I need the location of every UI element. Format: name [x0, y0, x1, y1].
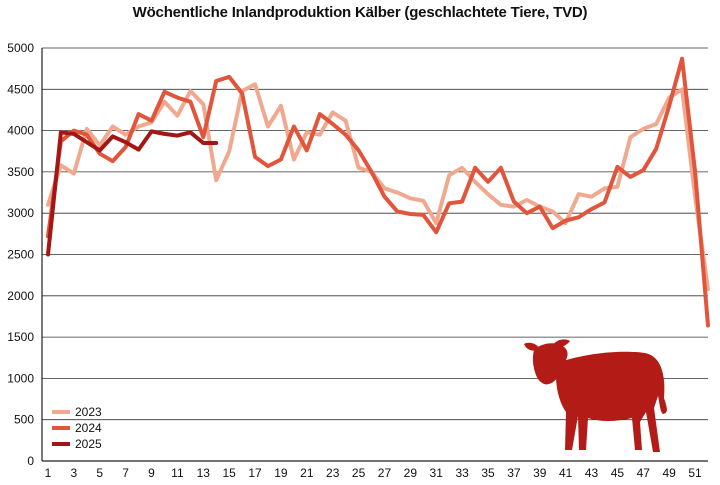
x-tick-label: 37 — [507, 466, 521, 480]
y-tick-label: 1500 — [7, 330, 34, 344]
x-tick-label: 5 — [96, 466, 103, 480]
legend-label-2024: 2024 — [75, 421, 102, 435]
x-tick-label: 45 — [611, 466, 625, 480]
x-tick-label: 29 — [404, 466, 418, 480]
x-tick-label: 27 — [378, 466, 392, 480]
y-tick-label: 2000 — [7, 289, 34, 303]
calf-silhouette-icon — [524, 339, 667, 452]
y-tick-label: 4500 — [7, 82, 34, 96]
y-tick-label: 3000 — [7, 206, 34, 220]
legend-label-2023: 2023 — [75, 405, 102, 419]
x-tick-label: 9 — [148, 466, 155, 480]
x-tick-label: 25 — [352, 466, 366, 480]
x-tick-label: 31 — [430, 466, 444, 480]
x-tick-label: 49 — [662, 466, 676, 480]
x-tick-label: 35 — [481, 466, 495, 480]
y-tick-label: 500 — [14, 413, 34, 427]
x-tick-label: 7 — [122, 466, 129, 480]
x-tick-label: 23 — [326, 466, 340, 480]
y-tick-label: 3500 — [7, 165, 34, 179]
x-tick-label: 3 — [71, 466, 78, 480]
legend-label-2025: 2025 — [75, 437, 102, 451]
x-tick-label: 51 — [688, 466, 702, 480]
series-lines — [46, 56, 710, 328]
x-tick-label: 43 — [585, 466, 599, 480]
y-tick-label: 5000 — [7, 41, 34, 55]
chart-title: Wöchentliche Inlandproduktion Kälber (ge… — [132, 4, 588, 21]
x-tick-label: 41 — [559, 466, 573, 480]
x-tick-label: 1 — [45, 466, 52, 480]
y-tick-label: 0 — [27, 454, 34, 468]
series-line-2024 — [46, 56, 710, 328]
x-tick-label: 33 — [455, 466, 469, 480]
y-tick-label: 4000 — [7, 124, 34, 138]
x-tick-label: 11 — [171, 466, 184, 480]
x-tick-label: 17 — [248, 466, 262, 480]
x-tick-label: 47 — [637, 466, 651, 480]
x-tick-label: 19 — [274, 466, 288, 480]
x-tick-label: 39 — [533, 466, 547, 480]
y-tick-label: 2500 — [7, 248, 34, 262]
x-tick-label: 13 — [197, 466, 211, 480]
x-tick-label: 15 — [222, 466, 236, 480]
legend: 2023 2024 2025 — [52, 405, 102, 451]
series-line-2025 — [46, 129, 219, 257]
x-axis-ticks: 1 3 5 7 9 11 13 15 17 19 21 23 25 27 29 31 33 35 37 39 41 43 4… — [45, 466, 702, 480]
x-tick-label: 21 — [300, 466, 314, 480]
y-tick-label: 1000 — [7, 371, 34, 385]
y-axis-ticks: 0 500 1000 1500 2000 2500 3000 3500 4000 4500 5000 — [7, 41, 34, 468]
